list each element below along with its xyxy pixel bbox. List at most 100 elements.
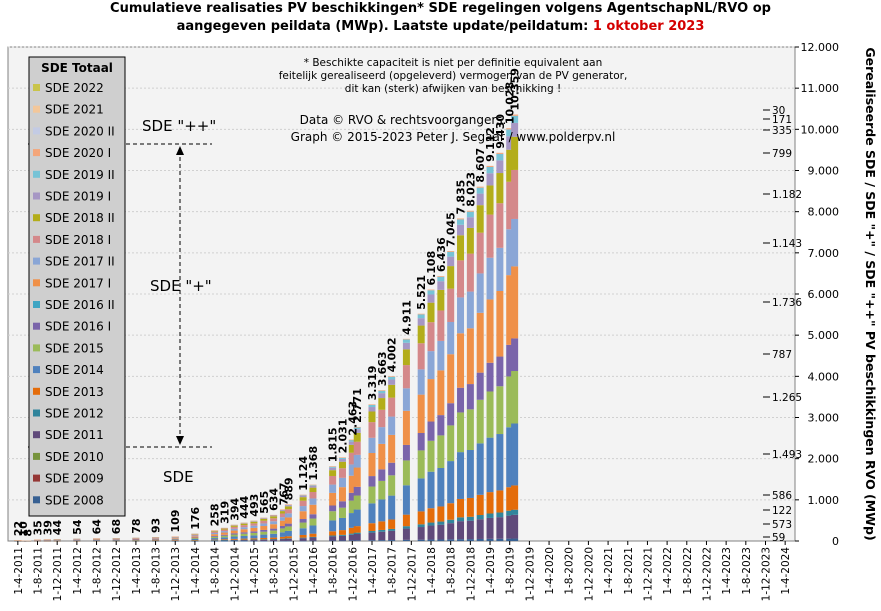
bar-segment [378,540,386,541]
x-tick-label: 1-8-2023 [741,547,753,595]
bar-segment [14,540,22,541]
bar-segment [299,537,307,539]
legend-swatch [33,214,40,222]
legend-item: SDE 2019 I [45,190,111,204]
bar-segment [466,227,474,254]
bar-segment [279,540,287,542]
bar-segment [378,480,386,500]
bar-segment [260,537,268,540]
x-tick-label: 1-8-2012 [92,547,104,595]
bar-total-label: 3.319 [366,366,379,401]
bar-segment [466,449,474,498]
increment-label: 586 [772,490,792,502]
y-tick-label: 10.000 [801,123,840,136]
bar-segment [211,532,219,535]
bar-segment [250,521,258,522]
bar-segment [388,530,396,541]
bar-segment [511,538,519,541]
bar-segment [378,529,386,532]
bar-segment [299,540,307,542]
bar-segment [250,535,258,539]
bar-segment [457,521,465,540]
bar-segment [338,540,346,542]
x-tick-label: 1-12-2016 [347,547,359,602]
legend-swatch [33,452,40,460]
bar-segment [368,530,376,533]
bar-total-label: 9.430 [494,114,507,149]
bar-segment [240,529,248,533]
bar-segment [353,526,361,533]
bar-segment [284,536,292,539]
legend-item: SDE 2020 I [45,146,111,160]
bar-segment [368,411,376,423]
bar-segment [250,525,258,528]
bar-segment [19,540,27,542]
bar-segment [152,537,160,538]
x-tick-label: 1-8-2020 [564,547,576,595]
bar-segment [299,494,307,496]
bar-total-label: 68 [110,519,123,534]
bar-segment [447,519,455,524]
bar-segment [506,181,514,230]
increment-label: 1.265 [772,392,802,404]
bar-segment [511,169,519,219]
bar-total-label: 444 [238,495,251,518]
bar-segment [368,422,376,438]
bar-segment [402,444,410,461]
bar-total-label: 767 [277,482,290,505]
bar-segment [427,302,435,323]
bar-segment [279,520,287,526]
bar-total-label: 7.045 [445,212,458,247]
bar-segment [417,433,425,451]
bar-segment [447,523,455,540]
bar-segment [309,484,317,486]
bar-segment [402,342,410,350]
bar-segment [260,529,268,532]
bar-segment [486,166,494,174]
bar-segment [309,484,317,486]
bar-segment [476,443,484,495]
bar-segment [511,485,519,510]
bar-total-label: 54 [71,519,84,535]
y-tick-label: 3.000 [808,412,840,425]
bar-segment [476,519,484,539]
sde-pp-annotation: SDE "++" [142,117,216,135]
title-line-2-prefix: aangegeven peildata (MWp). Laatste updat… [176,19,593,34]
increment-label: 30 [772,105,785,117]
bar-segment [220,534,228,536]
bar-segment [506,129,514,137]
bar-segment [250,538,258,540]
bar-total-label: 2.463 [346,401,359,436]
bar-segment [353,509,361,527]
bar-segment [309,514,317,519]
bar-segment [329,535,337,537]
bar-segment [240,540,248,542]
bar-segment [417,369,425,395]
bar-segment [348,439,356,441]
bar-segment [284,509,292,514]
bar-segment [230,536,238,539]
bar-segment [506,128,514,130]
bar-segment [309,498,317,505]
bar-segment [486,165,494,167]
legend-item: SDE 2009 [45,472,104,486]
bar-segment [476,186,484,188]
bar-segment [93,539,101,541]
bar-segment [457,412,465,453]
bar-segment [329,511,337,521]
bar-total-label: 64 [91,519,104,535]
bar-segment [348,444,356,453]
y-tick-label: 6.000 [808,288,840,301]
bar-total-label: 493 [248,494,261,517]
legend-item: SDE 2015 [45,341,104,355]
bar-segment [368,476,376,487]
x-tick-label: 1-12-2021 [642,547,654,601]
bar-segment [211,538,219,540]
bar-segment [511,514,519,539]
bar-segment [427,539,435,541]
bar-segment [378,531,386,541]
bar-segment [466,291,474,329]
bar-segment [378,398,386,410]
bar-total-label: 5.521 [415,275,428,310]
